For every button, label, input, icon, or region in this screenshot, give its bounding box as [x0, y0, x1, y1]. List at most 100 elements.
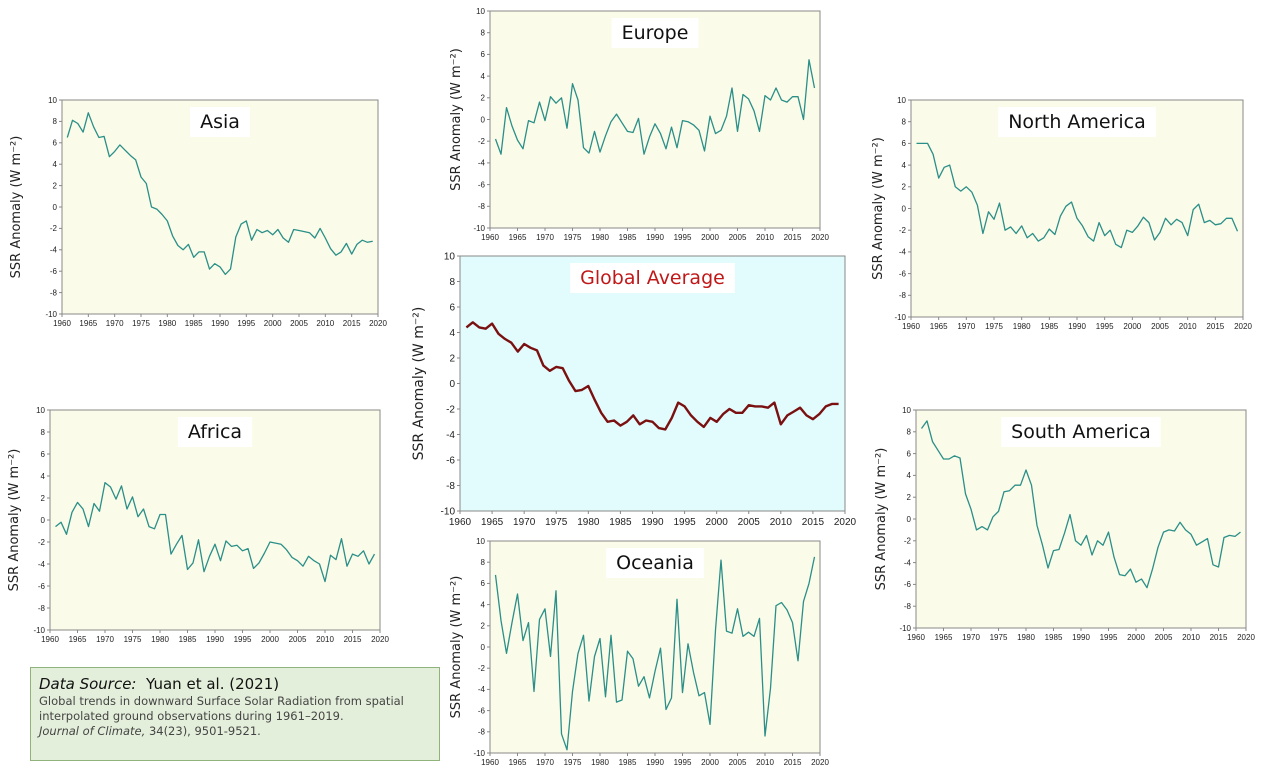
x-tick-label: 1960 — [53, 319, 71, 328]
y-tick-label: 0 — [41, 516, 46, 525]
x-tick-label: 1965 — [69, 635, 87, 644]
x-tick-label: 1960 — [41, 635, 59, 644]
panel: -10 -8 -6 -4 -2 0 2 4 6 8 10 1960 1965 1970 1975 1980 19… — [411, 252, 857, 529]
y-tick-label: -6 — [904, 580, 912, 589]
y-tick-label: 8 — [907, 428, 912, 437]
y-tick-label: 8 — [449, 277, 455, 288]
y-tick-label: 10 — [897, 96, 906, 105]
y-tick-label: 10 — [444, 252, 456, 263]
x-tick-label: 2015 — [344, 635, 362, 644]
y-tick-label: 0 — [481, 643, 486, 652]
x-tick-label: 1960 — [481, 233, 499, 242]
x-tick-label: 1965 — [935, 633, 953, 642]
source-text: Global trends in downward Surface Solar … — [39, 694, 404, 723]
x-tick-label: 2005 — [729, 233, 747, 242]
y-tick-label: 4 — [902, 161, 907, 170]
y-tick-label: -6 — [50, 267, 58, 276]
y-tick-label: -2 — [50, 224, 58, 233]
chart-title: Global Average — [580, 267, 725, 289]
y-tick-label: -6 — [478, 706, 486, 715]
y-axis-label: SSR Anomaly (W m⁻²) — [411, 307, 427, 461]
y-tick-label: -2 — [478, 137, 486, 146]
x-tick-label: 2015 — [1210, 633, 1228, 642]
x-tick-label: 1975 — [545, 517, 568, 528]
y-tick-label: -2 — [446, 405, 455, 416]
x-tick-label: 1985 — [179, 635, 197, 644]
panel: -10 -8 -6 -4 -2 0 2 4 6 8 10 1960 1965 1970 1975 1980 19… — [7, 406, 389, 644]
x-tick-label: 2010 — [756, 758, 774, 767]
y-tick-label: -4 — [899, 248, 907, 257]
x-tick-label: 1975 — [564, 233, 582, 242]
title-box — [177, 417, 253, 447]
x-tick-label: 2020 — [811, 758, 829, 767]
source-heading: Data Source: Yuan et al. (2021) — [39, 674, 431, 694]
data-line — [494, 59, 816, 155]
y-tick-label: -4 — [478, 685, 486, 694]
x-tick-label: 2010 — [1179, 322, 1197, 331]
data-line — [916, 142, 1239, 249]
panel: -10 -8 -6 -4 -2 0 2 4 6 8 10 1960 1965 1970 1975 1980 19… — [449, 537, 829, 767]
y-tick-label: 8 — [481, 29, 486, 38]
x-tick-label: 2000 — [1123, 322, 1141, 331]
data-line — [465, 321, 839, 431]
y-axis-label: SSR Anomaly (W m⁻²) — [449, 576, 464, 719]
source-box: Data Source: Yuan et al. (2021) Global t… — [30, 667, 440, 761]
y-tick-label: 4 — [41, 472, 46, 481]
x-tick-label: 1980 — [158, 319, 176, 328]
x-tick-label: 2020 — [369, 319, 387, 328]
x-tick-label: 1970 — [536, 233, 554, 242]
x-tick-label: 2020 — [1237, 633, 1255, 642]
x-tick-label: 2000 — [701, 758, 719, 767]
x-tick-label: 1970 — [962, 633, 980, 642]
x-tick-label: 1980 — [1017, 633, 1035, 642]
x-tick-label: 1970 — [513, 517, 536, 528]
y-tick-label: 10 — [476, 537, 485, 546]
y-tick-label: -8 — [478, 728, 486, 737]
panel: -10 -8 -6 -4 -2 0 2 4 6 8 10 1960 1965 1970 1975 1980 19… — [874, 406, 1255, 642]
data-line — [66, 112, 373, 276]
x-tick-label: 1975 — [990, 633, 1008, 642]
y-tick-label: -2 — [904, 537, 912, 546]
x-tick-label: 2015 — [343, 319, 361, 328]
y-tick-label: -4 — [50, 246, 58, 255]
y-tick-label: 10 — [36, 406, 45, 415]
x-tick-label: 1985 — [619, 233, 637, 242]
x-tick-label: 1980 — [577, 517, 600, 528]
chart-title: Asia — [200, 111, 240, 133]
chart-title: Europe — [622, 22, 689, 44]
panel: -10 -8 -6 -4 -2 0 2 4 6 8 10 1960 1965 1970 1975 1980 19… — [871, 96, 1252, 331]
y-tick-label: 0 — [53, 203, 58, 212]
x-tick-label: 1985 — [1040, 322, 1058, 331]
y-tick-label: 6 — [481, 50, 486, 59]
x-tick-label: 1990 — [206, 635, 224, 644]
y-tick-label: 6 — [907, 449, 912, 458]
data-line — [494, 556, 816, 751]
title-box — [998, 107, 1156, 137]
x-tick-label: 2015 — [784, 233, 802, 242]
title-box — [611, 18, 699, 48]
y-tick-label: -2 — [38, 538, 46, 547]
chart-title: North America — [1008, 111, 1146, 133]
y-tick-label: 8 — [41, 428, 46, 437]
x-tick-label: 2010 — [316, 319, 334, 328]
x-tick-label: 1980 — [1013, 322, 1031, 331]
x-tick-label: 1985 — [609, 517, 632, 528]
x-tick-label: 1975 — [985, 322, 1003, 331]
x-tick-label: 2020 — [834, 517, 857, 528]
y-axis-label: SSR Anomaly (W m⁻²) — [449, 48, 464, 191]
y-tick-label: -10 — [473, 749, 485, 758]
y-tick-label: -8 — [904, 602, 912, 611]
y-tick-label: -2 — [478, 664, 486, 673]
panel: -10 -8 -6 -4 -2 0 2 4 6 8 10 1960 1965 1970 1975 1980 19… — [9, 96, 387, 328]
data-line — [920, 420, 1241, 589]
y-tick-label: 6 — [41, 450, 46, 459]
y-axis-label: SSR Anomaly (W m⁻²) — [874, 448, 889, 591]
title-box — [1001, 417, 1161, 447]
x-tick-label: 1990 — [211, 319, 229, 328]
y-tick-label: -4 — [38, 560, 46, 569]
source-journal-line: Journal of Climate, 34(23), 9501-9521. — [39, 724, 431, 739]
x-tick-label: 2020 — [811, 233, 829, 242]
y-tick-label: 2 — [481, 94, 486, 103]
plot-area — [459, 255, 846, 512]
x-tick-label: 1995 — [674, 758, 692, 767]
